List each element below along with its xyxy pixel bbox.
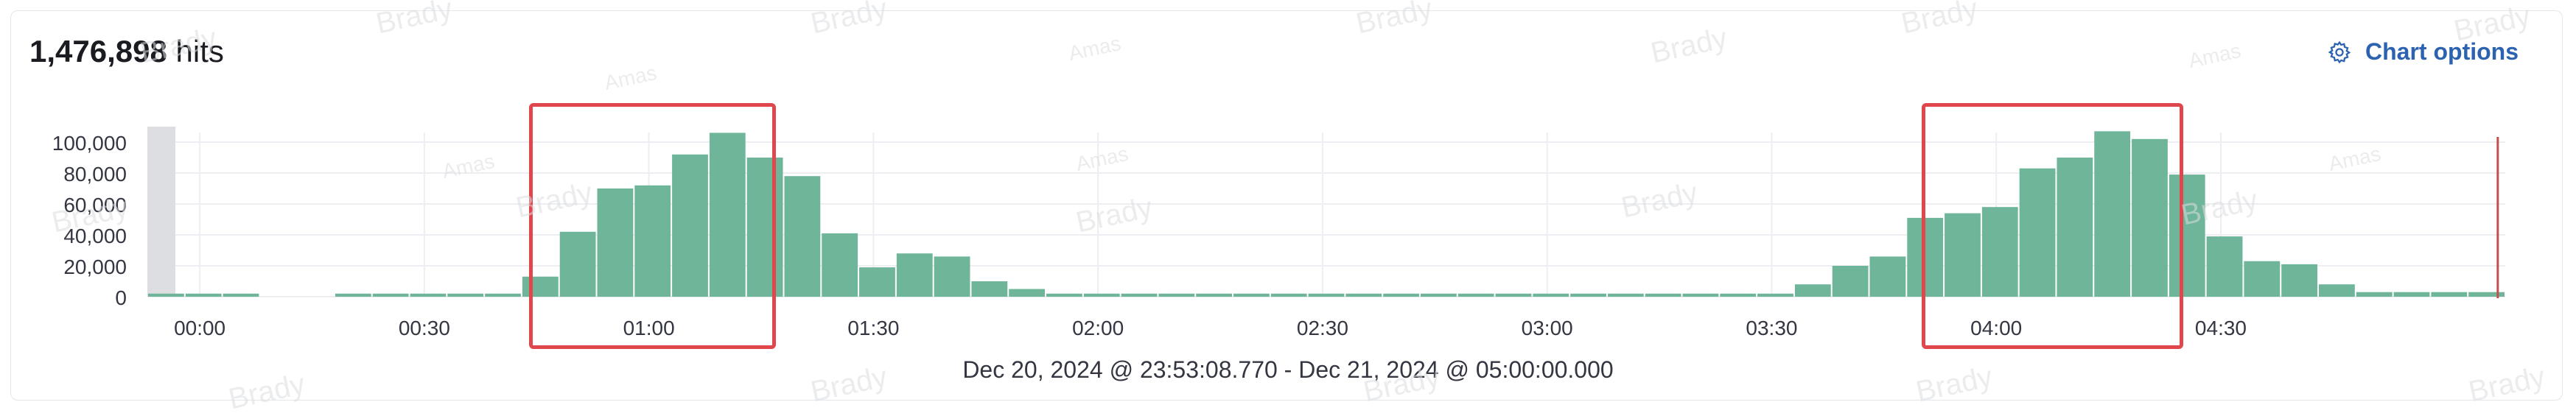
hit-count: 1,476,898 bbox=[29, 34, 167, 68]
histogram-bar bbox=[1457, 293, 1494, 297]
histogram-bar bbox=[1794, 284, 1831, 297]
histogram-bar bbox=[2356, 292, 2393, 297]
histogram-bar bbox=[859, 267, 895, 297]
histogram-bar bbox=[1832, 266, 1869, 297]
histogram-bar bbox=[1083, 293, 1120, 297]
histogram-bar bbox=[522, 276, 559, 297]
histogram-bar bbox=[2206, 236, 2243, 297]
histogram-bar bbox=[784, 176, 821, 297]
histogram-bar bbox=[1720, 293, 1757, 297]
y-tick-label: 40,000 bbox=[63, 225, 127, 247]
y-tick-label: 100,000 bbox=[52, 132, 127, 155]
histogram-bar bbox=[1907, 217, 1944, 297]
histogram-bar bbox=[1121, 293, 1158, 297]
y-tick-label: 60,000 bbox=[63, 194, 127, 216]
histogram-bar bbox=[1869, 256, 1906, 297]
histogram-bar bbox=[559, 231, 596, 297]
x-tick-label: 00:00 bbox=[174, 317, 225, 339]
histogram-bar bbox=[746, 158, 783, 297]
hit-count-suffix: hits bbox=[175, 34, 224, 68]
histogram-bar bbox=[1981, 207, 2018, 297]
chart-options-button[interactable]: Chart options bbox=[2327, 38, 2519, 66]
histogram-bar bbox=[1607, 293, 1644, 297]
histogram-bar bbox=[410, 293, 447, 297]
chart-options-label: Chart options bbox=[2365, 38, 2519, 65]
histogram-bar bbox=[896, 253, 933, 297]
histogram-bar bbox=[148, 293, 184, 297]
histogram-bar bbox=[2319, 284, 2355, 297]
histogram-bar bbox=[185, 293, 222, 297]
histogram-bar bbox=[2169, 174, 2205, 297]
histogram-bar bbox=[1233, 293, 1270, 297]
x-tick-label: 03:30 bbox=[1746, 317, 1797, 339]
histogram-bar bbox=[1383, 293, 1419, 297]
histogram-bar bbox=[1345, 293, 1382, 297]
gear-icon bbox=[2328, 40, 2351, 63]
histogram-bar bbox=[1270, 293, 1307, 297]
histogram-bar bbox=[2244, 261, 2281, 297]
y-tick-label: 80,000 bbox=[63, 163, 127, 186]
histogram-bar bbox=[934, 256, 970, 297]
histogram-bar bbox=[2094, 131, 2131, 297]
histogram-bar bbox=[2019, 168, 2056, 297]
histogram-bar bbox=[372, 293, 409, 297]
histogram-bar bbox=[1945, 213, 1981, 297]
histogram-bar bbox=[597, 188, 634, 297]
histogram-bar bbox=[2431, 292, 2468, 297]
histogram-chart[interactable]: 0 20,000 40,000 60,000 80,000 100,000 00:00 00:… bbox=[0, 0, 2576, 353]
histogram-bar bbox=[1009, 289, 1046, 297]
histogram-bar bbox=[709, 133, 746, 297]
histogram-bar bbox=[2057, 158, 2093, 297]
histogram-bar bbox=[1308, 293, 1345, 297]
time-range-label: Dec 20, 2024 @ 23:53:08.770 - Dec 21, 20… bbox=[962, 356, 1614, 383]
histogram-bar bbox=[1682, 293, 1719, 297]
x-tick-label: 03:00 bbox=[1522, 317, 1573, 339]
hit-count-title: 1,476,898 hits bbox=[29, 34, 224, 69]
histogram-bar bbox=[335, 293, 371, 297]
histogram-bar bbox=[1196, 293, 1233, 297]
histogram-bar bbox=[2468, 292, 2505, 297]
histogram-bar bbox=[223, 293, 259, 297]
x-tick-label: 02:00 bbox=[1072, 317, 1124, 339]
histogram-bar bbox=[1158, 293, 1195, 297]
x-tick-label: 04:30 bbox=[2195, 317, 2247, 339]
histogram-bar bbox=[1533, 293, 1569, 297]
histogram-bar bbox=[672, 154, 708, 297]
histogram-bar bbox=[1757, 293, 1793, 297]
partial-bucket-shade bbox=[147, 127, 176, 297]
y-tick-label: 20,000 bbox=[63, 255, 127, 278]
histogram-bar bbox=[634, 185, 671, 297]
histogram-bar bbox=[2281, 264, 2318, 297]
histogram-bar bbox=[485, 293, 521, 297]
x-tick-label: 01:00 bbox=[623, 317, 675, 339]
x-tick-label: 00:30 bbox=[399, 317, 450, 339]
histogram-bar bbox=[1046, 293, 1082, 297]
histogram-bar bbox=[1570, 293, 1606, 297]
histogram-bar bbox=[1420, 293, 1457, 297]
y-tick-label: 0 bbox=[115, 286, 127, 309]
x-tick-label: 02:30 bbox=[1297, 317, 1348, 339]
histogram-bar bbox=[447, 293, 484, 297]
histogram-bar bbox=[822, 233, 858, 297]
histogram-bar bbox=[1495, 293, 1532, 297]
x-tick-label: 01:30 bbox=[847, 317, 899, 339]
histogram-bar bbox=[2393, 292, 2430, 297]
x-tick-label: 04:00 bbox=[1970, 317, 2022, 339]
histogram-bar bbox=[1645, 293, 1681, 297]
histogram-bar bbox=[2132, 138, 2168, 297]
histogram-bar bbox=[971, 281, 1008, 297]
